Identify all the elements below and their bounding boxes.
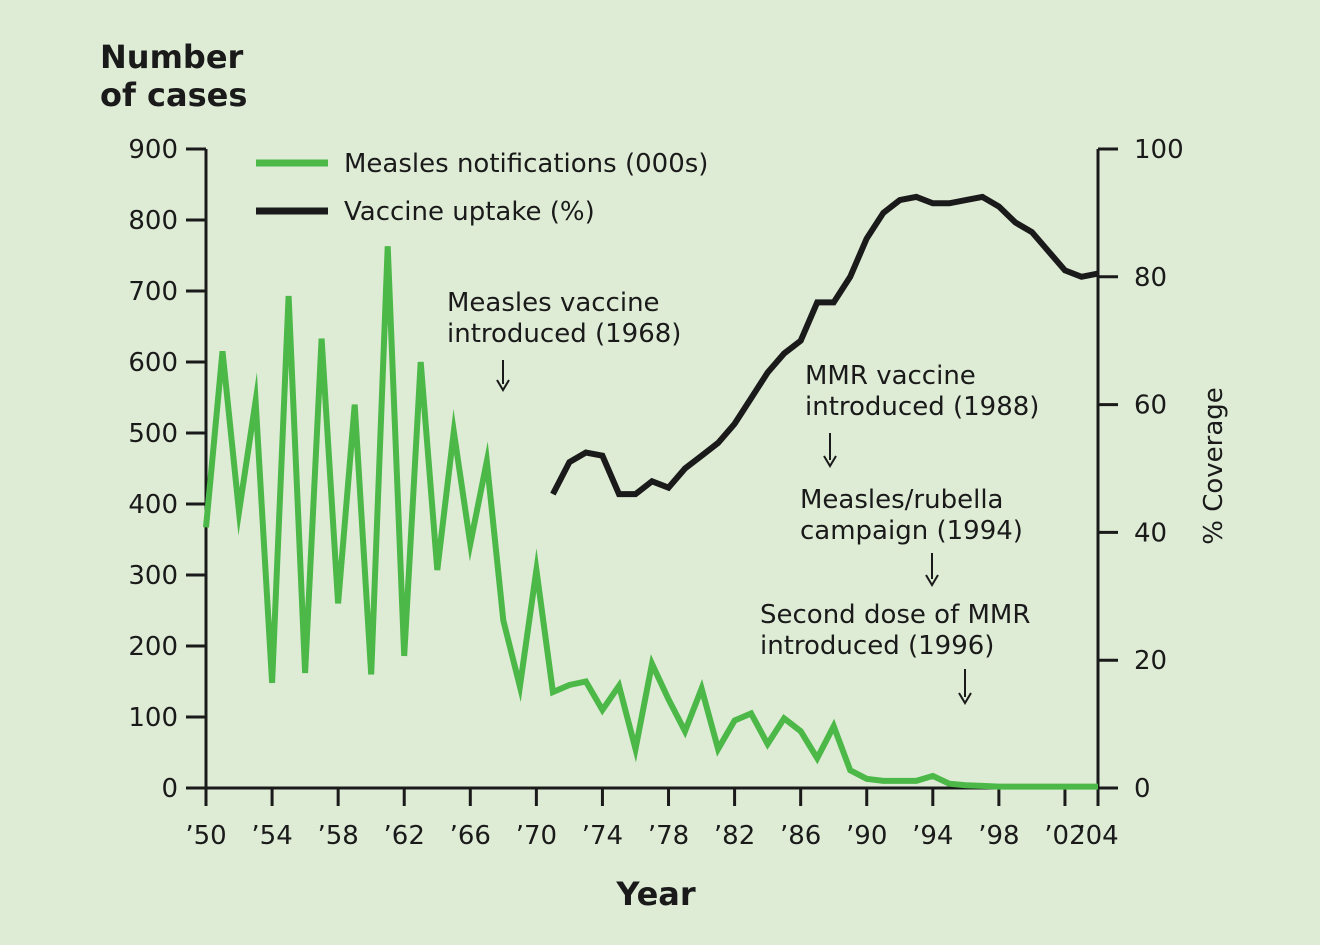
x-tick-label: ’86 (780, 821, 821, 851)
annotation-text: introduced (1988) (805, 392, 1039, 422)
y-right-tick-label: 60 (1134, 391, 1167, 421)
x-tick-label: ’98 (978, 821, 1019, 851)
x-tick-label: ’04 (1077, 821, 1118, 851)
x-tick-label: ’62 (384, 821, 425, 851)
y-left-tick-label: 300 (128, 561, 178, 591)
x-tick-label: ’66 (450, 821, 491, 851)
y-left-label-line-1: Number (100, 38, 244, 76)
x-tick-label: ’54 (251, 821, 292, 851)
y-left-tick-label: 100 (128, 703, 178, 733)
annotation-text: Second dose of MMR (760, 600, 1030, 630)
x-tick-label: ’74 (582, 821, 623, 851)
annotation-text: Measles vaccine (447, 288, 660, 318)
x-tick-label: ’58 (317, 821, 358, 851)
y-left-tick-label: 0 (161, 774, 178, 804)
x-tick-label: ’82 (714, 821, 755, 851)
annotation-text: Measles/rubella (800, 485, 1003, 515)
y-left-label-line-2: of cases (100, 76, 247, 114)
annotation-text: MMR vaccine (805, 361, 976, 391)
x-tick-label: ’90 (846, 821, 887, 851)
y-right-tick-label: 0 (1134, 774, 1151, 804)
y-left-tick-label: 900 (128, 135, 178, 165)
y-left-tick-label: 500 (128, 419, 178, 449)
y-left-tick-label: 600 (128, 348, 178, 378)
x-tick-label: ’50 (185, 821, 226, 851)
y-left-tick-label: 400 (128, 490, 178, 520)
annotation-text: introduced (1968) (447, 319, 681, 349)
y-right-tick-label: 40 (1134, 518, 1167, 548)
y-left-tick-label: 800 (128, 206, 178, 236)
y-left-tick-label: 700 (128, 277, 178, 307)
annotation-text: introduced (1996) (760, 631, 994, 661)
x-axis-label: Year (615, 875, 696, 913)
legend-label-vaccine: Vaccine uptake (%) (344, 197, 595, 227)
x-tick-label: ’78 (648, 821, 689, 851)
y-right-tick-label: 80 (1134, 263, 1167, 293)
y-right-tick-label: 100 (1134, 135, 1184, 165)
y-left-tick-label: 200 (128, 632, 178, 662)
x-tick-label: ’94 (912, 821, 953, 851)
y-right-label: % Coverage (1199, 387, 1229, 545)
x-tick-label: ’70 (516, 821, 557, 851)
legend-label-measles: Measles notifications (000s) (344, 149, 708, 179)
annotation-text: campaign (1994) (800, 516, 1023, 546)
y-right-tick-label: 20 (1134, 646, 1167, 676)
